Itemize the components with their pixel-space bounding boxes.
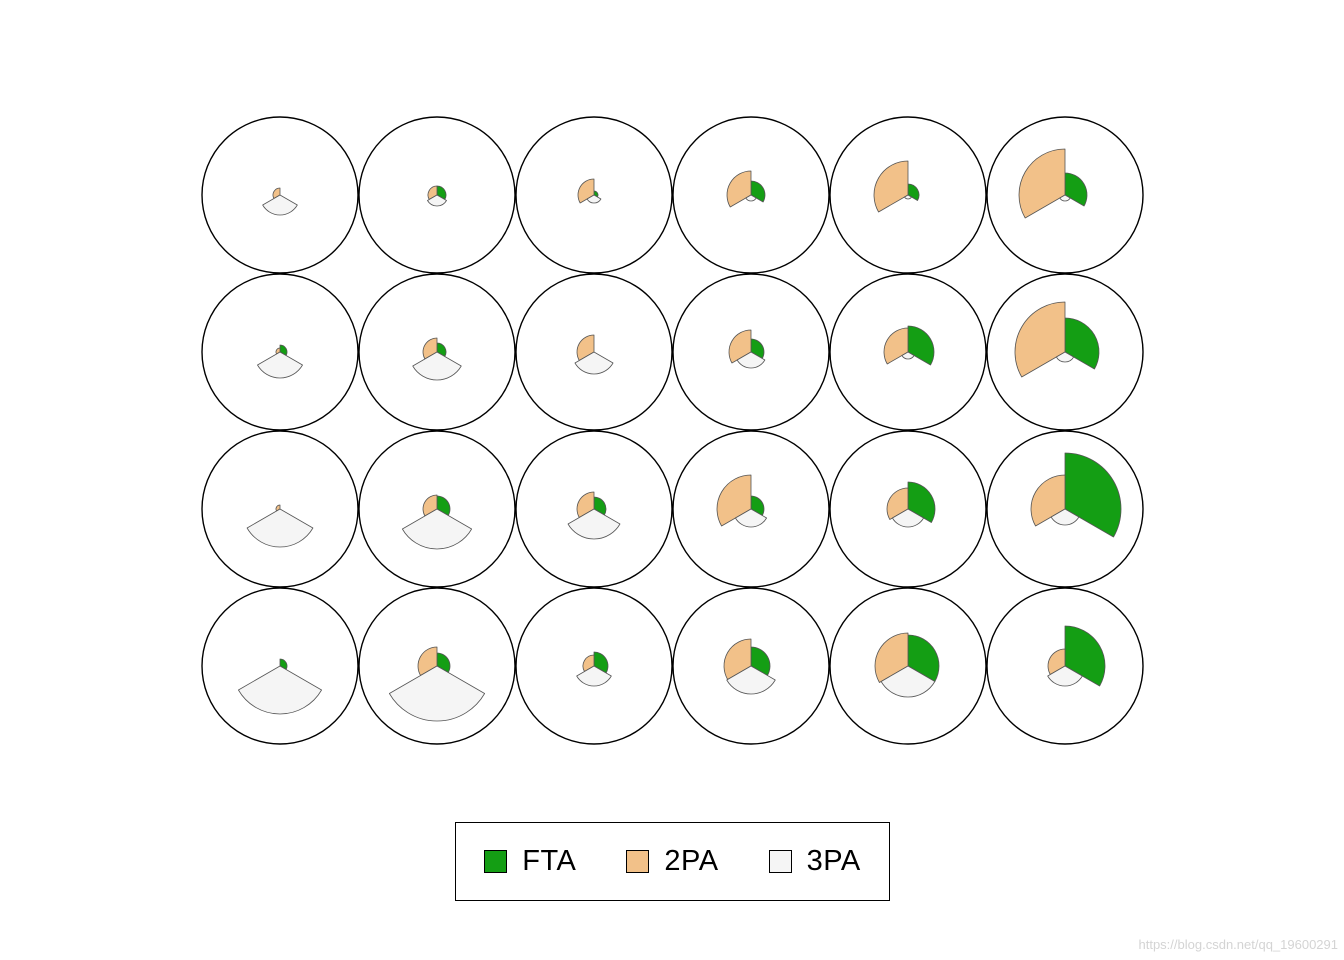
sector-3pa-r2-c4 [892,508,924,528]
sector-2pa-r0-c4 [873,160,909,213]
sector-3pa-r3-c1 [388,665,486,722]
sector-3pa-r3-c3 [726,665,776,695]
sector-fta-r1-c5 [1064,317,1100,370]
sector-3pa-r1-c3 [736,351,766,369]
legend-label-3pa: 3PA [806,845,861,877]
sector-3pa-r0-c4 [904,194,912,200]
sector-2pa-r3-c4 [874,632,909,683]
sector-3pa-r0-c0 [262,194,298,216]
sector-3pa-r3-c4 [880,665,936,698]
sector-3pa-r0-c3 [745,194,757,202]
sector-3pa-r0-c5 [1059,194,1071,202]
sector-3pa-r2-c5 [1050,508,1080,526]
sector-3pa-r2-c0 [246,508,314,548]
sector-fta-r2-c4 [907,481,936,523]
sector-3pa-r3-c5 [1047,665,1083,687]
legend-item-3pa: 3PA [768,845,861,878]
2pa-color-swatch [626,850,650,873]
sector-3pa-r1-c5 [1055,351,1075,363]
legend-label-2pa: 2PA [664,845,719,877]
legend-label-fta: FTA [522,845,577,877]
sector-2pa-r2-c5 [1030,474,1066,527]
sector-3pa-r0-c1 [427,194,447,207]
sector-3pa-r3-c0 [238,665,322,715]
sector-3pa-r1-c2 [574,351,614,375]
sector-2pa-r2-c3 [716,474,752,527]
sector-3pa-r1-c0 [257,351,303,379]
sector-2pa-r0-c3 [726,170,752,208]
sector-fta-r2-c5 [1064,452,1122,538]
sector-fta-r3-c5 [1064,625,1106,687]
sector-2pa-r1-c5 [1014,301,1066,378]
sector-3pa-r3-c2 [576,665,612,687]
legend-item-2pa: 2PA [626,845,718,878]
sector-2pa-r3-c3 [723,638,752,680]
sector-3pa-r1-c1 [412,351,462,381]
sector-3pa-r0-c2 [586,194,602,204]
sector-3pa-r1-c4 [901,351,915,360]
legend-item-fta: FTA [484,845,576,878]
sector-fta-r1-c4 [907,325,935,366]
fta-color-swatch [484,850,508,873]
legend: FTA 2PA 3PA [455,822,890,901]
watermark: https://blog.csdn.net/qq_19600291 [1138,937,1339,952]
sector-fta-r3-c4 [907,634,940,682]
sector-3pa-r2-c3 [735,508,767,528]
sector-2pa-r0-c5 [1018,148,1066,219]
3pa-color-swatch [768,850,792,873]
sector-3pa-r2-c2 [567,508,621,540]
sector-3pa-r2-c1 [401,508,473,550]
